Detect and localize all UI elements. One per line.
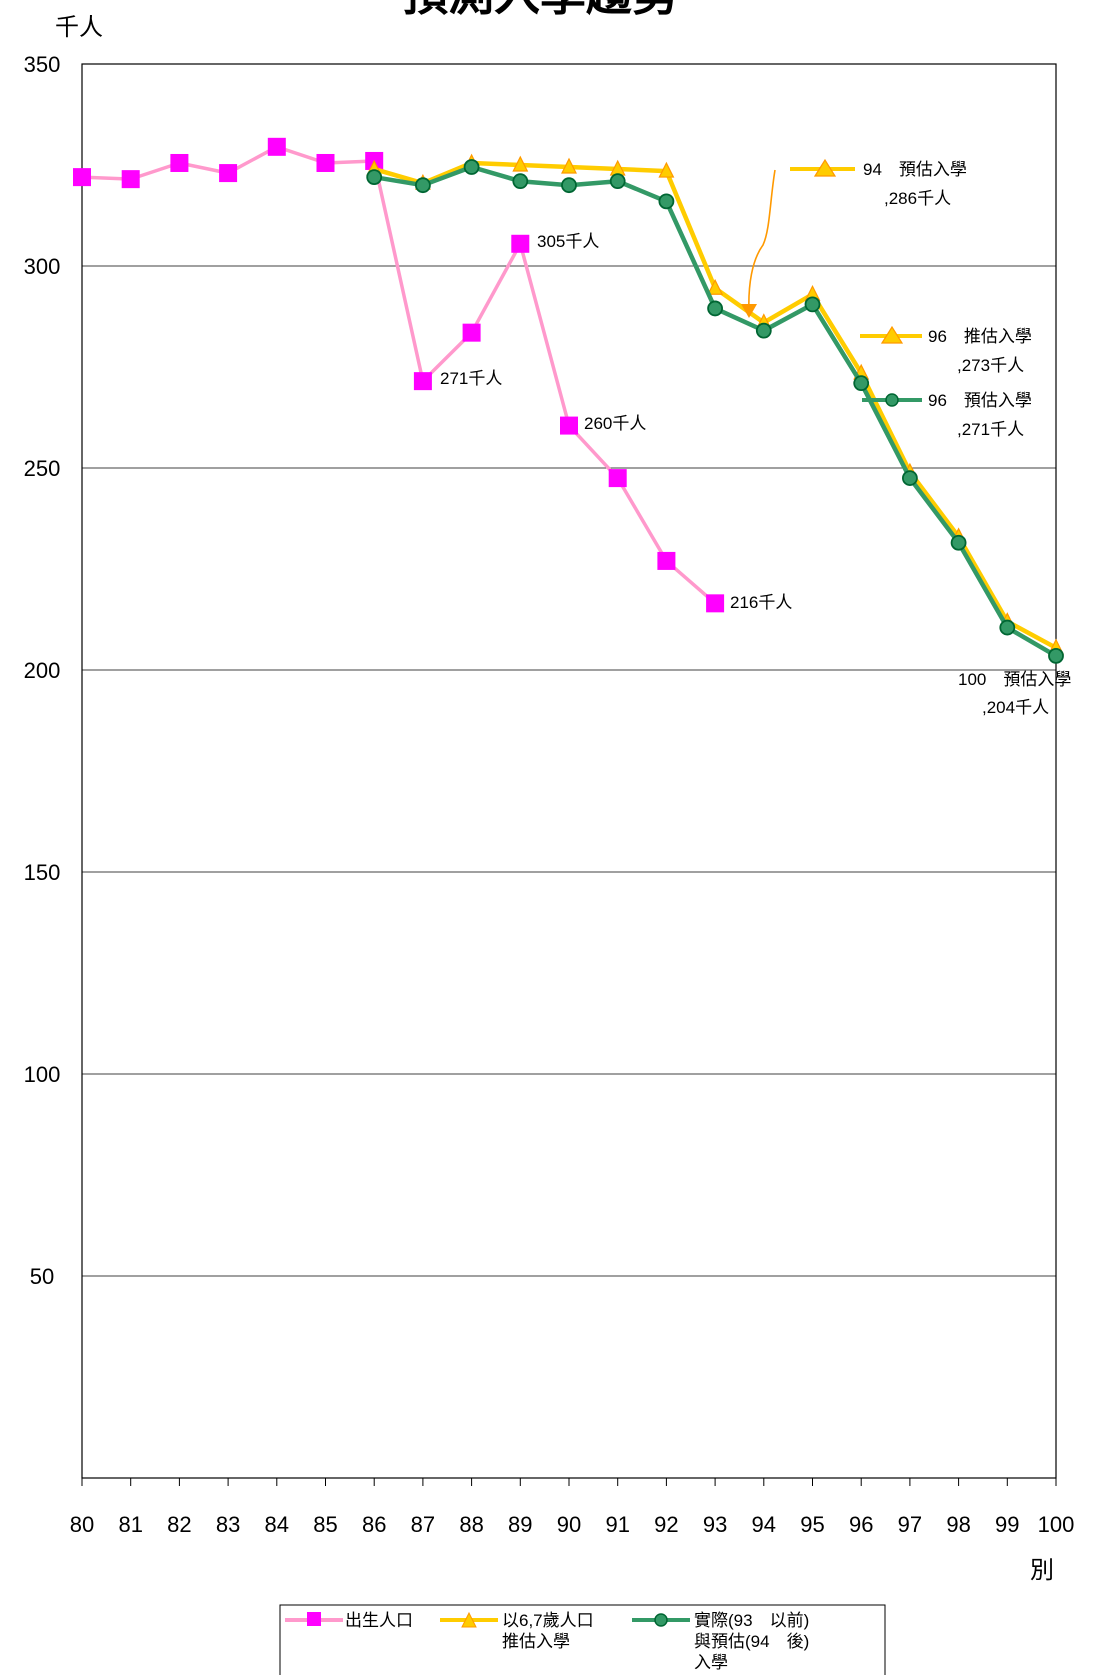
y-tick-label-200: 200 — [24, 658, 61, 683]
callout-96-actual-key — [862, 393, 922, 407]
x-tick-label-99: 99 — [995, 1512, 1019, 1537]
axes: 50 100 150 200 250 300 350 80 81 82 83 84 85 86 87 88 89… — [24, 52, 1075, 1537]
legend-box — [279, 1604, 886, 1675]
legend-label-estimate: 以6,7歲人口推估入學 — [502, 1611, 594, 1651]
x-tick-label-95: 95 — [800, 1512, 824, 1537]
x-axis-unit: 別 — [1030, 1556, 1054, 1584]
y-tick-label-150: 150 — [24, 860, 61, 885]
annotation-94-line2: ,286千人 — [884, 189, 951, 208]
point-actual-87 — [414, 177, 431, 194]
point-birth-80 — [73, 168, 91, 187]
x-tick-label-93: 93 — [703, 1512, 727, 1537]
point-birth-92 — [657, 551, 676, 570]
x-tick-label-83: 83 — [216, 1512, 240, 1537]
legend-label-actual: 實際(93 以前)與預估(94 後)入學 — [694, 1611, 809, 1672]
y-tick-label-50: 50 — [30, 1264, 54, 1289]
y-axis-unit: 千人 — [55, 13, 103, 41]
point-actual-91 — [609, 173, 626, 190]
x-tick-label-97: 97 — [898, 1512, 922, 1537]
point-actual-88 — [463, 159, 480, 175]
annotation-100-line1: 100 預估入學 — [958, 670, 1071, 689]
point-actual-93 — [707, 300, 723, 317]
point-actual-99 — [999, 619, 1016, 636]
point-birth-84 — [267, 137, 286, 156]
point-actual-92 — [658, 193, 675, 210]
legend-item-actual: 實際(93 以前)與預估(94 後)入學 — [632, 1611, 809, 1672]
y-tick-label-100: 100 — [24, 1062, 61, 1087]
y-tick-label-350: 350 — [24, 52, 61, 77]
series-layer — [73, 137, 1064, 664]
y-tick-label-250: 250 — [24, 456, 61, 481]
point-birth-91 — [608, 469, 627, 488]
x-tick-label-91: 91 — [605, 1512, 629, 1537]
legend-item-birth: 出生人口 — [285, 1611, 413, 1630]
point-estimate-92 — [658, 161, 675, 178]
point-birth-81 — [121, 170, 140, 189]
x-tick-label-89: 89 — [508, 1512, 532, 1537]
callout-94-key — [790, 158, 855, 177]
x-tick-label-100: 100 — [1038, 1512, 1075, 1537]
point-birth-87 — [413, 372, 432, 391]
x-tick-label-81: 81 — [118, 1512, 142, 1537]
x-tick-label-88: 88 — [459, 1512, 483, 1537]
annotation-271: 271千人 — [440, 369, 502, 388]
chart-title: 預測入學趨勢 — [402, 0, 678, 21]
point-birth-90 — [560, 416, 578, 435]
x-tick-label-96: 96 — [849, 1512, 873, 1537]
x-tick-label-92: 92 — [654, 1512, 678, 1537]
point-birth-88 — [462, 323, 481, 342]
point-estimate-93 — [707, 278, 724, 295]
x-tick-label-85: 85 — [313, 1512, 337, 1537]
annotation-260: 260千人 — [584, 414, 646, 433]
annotation-96-estimate-line1: 96 推估入學 — [928, 327, 1032, 346]
point-actual-98 — [950, 534, 967, 551]
legend: 出生人口 以6,7歲人口推估入學 實際(93 以前)與預估(94 後)入學 — [279, 1604, 886, 1675]
point-actual-90 — [561, 177, 577, 194]
legend-item-estimate: 以6,7歲人口推估入學 — [440, 1611, 594, 1651]
point-actual-100 — [1048, 647, 1064, 664]
point-actual-94 — [755, 322, 772, 339]
point-actual-97 — [902, 470, 918, 487]
annotation-94-line1: 94 預估入學 — [863, 160, 967, 179]
callout-96-estimate-key — [860, 325, 922, 344]
point-birth-85 — [316, 153, 335, 172]
x-tick-label-90: 90 — [557, 1512, 581, 1537]
y-tick-label-300: 300 — [24, 254, 61, 279]
point-birth-83 — [219, 164, 238, 183]
x-tick-label-87: 87 — [411, 1512, 435, 1537]
x-tick-label-86: 86 — [362, 1512, 386, 1537]
x-tick-label-84: 84 — [265, 1512, 289, 1537]
point-actual-95 — [804, 296, 821, 313]
annotation-96-actual-line2: ,271千人 — [957, 420, 1024, 439]
annotation-100-line2: ,204千人 — [982, 698, 1049, 717]
point-actual-96 — [853, 375, 870, 392]
point-actual-89 — [512, 173, 529, 190]
annotation-96-actual-line1: 96 預估入學 — [928, 391, 1032, 410]
x-tick-label-94: 94 — [752, 1512, 776, 1537]
annotation-arrow-94 — [748, 169, 776, 313]
annotation-216: 216千人 — [730, 593, 792, 612]
point-actual-86 — [366, 169, 383, 186]
annotation-arrow-94-head — [741, 304, 757, 318]
grid-lines — [82, 265, 1056, 1277]
annotation-305: 305千人 — [537, 232, 599, 251]
point-birth-89 — [511, 234, 530, 253]
plot-area — [81, 63, 1057, 1479]
point-estimate-89 — [512, 155, 529, 172]
point-estimate-90 — [561, 157, 577, 174]
x-tick-label-82: 82 — [167, 1512, 191, 1537]
x-tick-label-80: 80 — [70, 1512, 94, 1537]
point-birth-93 — [706, 594, 725, 613]
legend-label-birth: 出生人口 — [345, 1611, 413, 1630]
annotation-96-estimate-line2: ,273千人 — [957, 356, 1024, 375]
x-tick-label-98: 98 — [946, 1512, 970, 1537]
point-birth-82 — [170, 153, 189, 172]
